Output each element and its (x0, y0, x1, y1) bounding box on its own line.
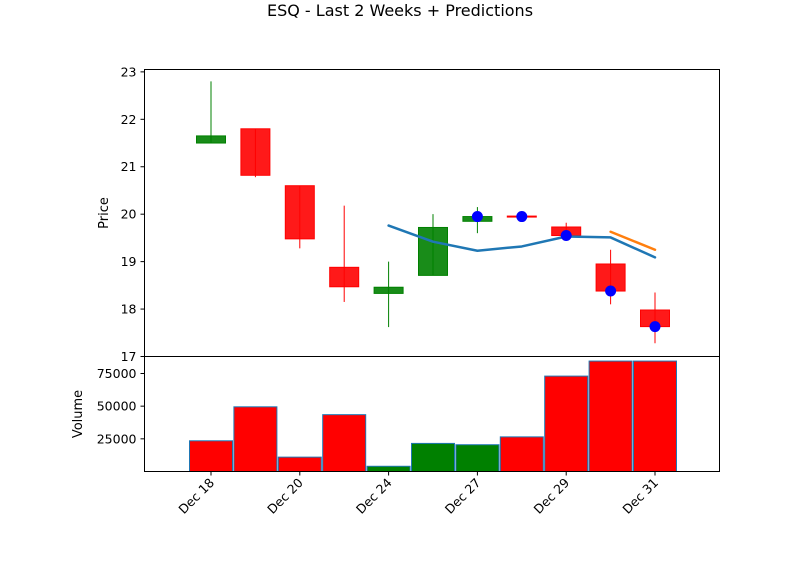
volume-axes-frame (144, 356, 720, 472)
x-axis-ticks: Dec 18 Dec 20 Dec 24 Dec 27 Dec 29 Dec 31 (175, 471, 661, 517)
price-y-tick-label: 22 (121, 112, 137, 127)
volume-y-tick-label: 75000 (97, 366, 137, 381)
candle-body (329, 266, 360, 288)
volume-y-ticks: 25000 50000 75000 (97, 366, 145, 446)
price-candles (196, 81, 670, 344)
candle-1 (240, 128, 271, 178)
volume-bar-0 (189, 440, 233, 472)
candle-body (240, 128, 271, 176)
volume-bar-6 (455, 444, 500, 473)
candle-5 (418, 214, 448, 276)
volume-bar-8 (544, 375, 589, 472)
candle-0 (196, 81, 226, 144)
price-y-ticks: 17 18 19 20 21 22 23 (121, 64, 145, 364)
volume-bar-2 (277, 456, 322, 472)
marker-point-3 (605, 285, 617, 297)
volume-bar-10 (633, 360, 677, 472)
x-tick-label: Dec 27 (442, 475, 484, 517)
price-y-tick-label: 17 (121, 349, 137, 364)
price-y-tick-label: 21 (121, 159, 137, 174)
x-tick-label: Dec 31 (619, 475, 661, 517)
price-lines (387, 224, 657, 259)
candle-4 (373, 261, 404, 328)
volume-bar-7 (499, 436, 544, 473)
price-y-tick-label: 18 (121, 302, 137, 317)
candle-3 (329, 205, 360, 302)
volume-bar-9 (588, 360, 633, 472)
marker-point-0 (471, 211, 483, 223)
price-y-tick-label: 20 (121, 207, 137, 222)
marker-point-1 (516, 211, 528, 223)
price-markers (471, 211, 661, 333)
price-y-tick-label: 19 (121, 254, 137, 269)
price-y-tick-label: 23 (121, 64, 137, 79)
volume-y-tick-label: 25000 (97, 431, 137, 446)
price-line-0 (387, 224, 657, 259)
volume-y-axis-label: Volume (71, 390, 86, 438)
chart-title: ESQ - Last 2 Weeks + Predictions (267, 1, 533, 20)
candle-body (196, 135, 226, 144)
x-tick-label: Dec 18 (175, 475, 217, 517)
x-tick-label: Dec 20 (264, 475, 306, 517)
volume-bar-5 (411, 442, 455, 473)
price-y-axis-label: Price (97, 197, 112, 229)
candle-body (373, 286, 404, 294)
volume-bar-1 (233, 406, 278, 472)
candle-body (418, 226, 448, 276)
x-tick-label: Dec 24 (353, 475, 395, 517)
x-tick-label: Dec 29 (531, 475, 573, 517)
volume-panel: 25000 50000 75000 Volume (71, 356, 720, 473)
price-panel: 17 18 19 20 21 22 23 Price (97, 64, 720, 364)
candle-body (284, 185, 315, 240)
volume-bars (189, 360, 677, 473)
volume-bar-4 (366, 465, 411, 473)
marker-point-2 (560, 230, 572, 242)
volume-y-tick-label: 50000 (97, 399, 137, 414)
candle-2 (284, 185, 315, 249)
price-axes-frame (144, 69, 720, 357)
marker-point-4 (649, 321, 661, 333)
candle-10 (640, 292, 670, 344)
price-line-1 (609, 230, 657, 252)
volume-bar-3 (322, 414, 367, 473)
